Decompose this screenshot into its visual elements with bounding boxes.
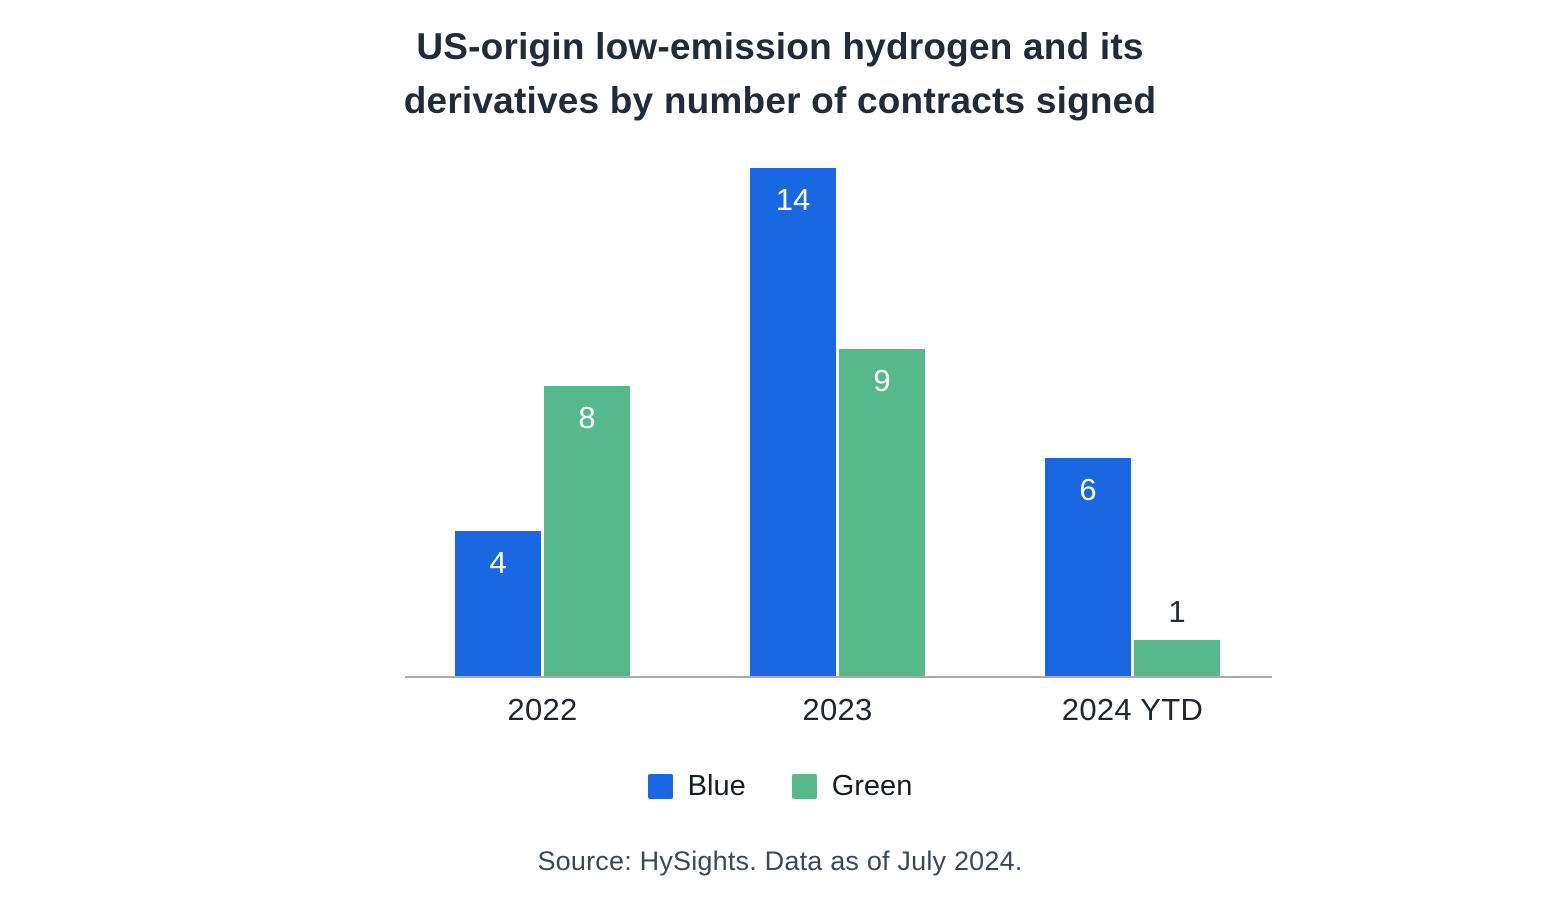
legend-item-blue: Blue — [647, 770, 746, 803]
x-axis-label-2023: 2023 — [802, 692, 873, 727]
x-axis-label-2024-ytd: 2024 YTD — [1061, 692, 1204, 727]
bar-green-2024-ytd: 1 — [1134, 594, 1220, 676]
chart-title: US-origin low-emission hydrogen and its … — [403, 26, 1157, 121]
legend-swatch-green — [791, 774, 817, 799]
bar-group-2023: 14 9 — [750, 168, 925, 676]
bar-value-label: 6 — [1079, 472, 1097, 507]
bar-green-2022: 8 — [544, 386, 630, 676]
legend-label: Blue — [687, 770, 746, 802]
bar-blue-2022: 4 — [455, 531, 541, 676]
plot-area: 4 8 14 9 6 1 — [405, 166, 1272, 678]
x-axis-labels: 2022 2023 2024 YTD — [405, 692, 1272, 728]
bar-value-label: 9 — [873, 363, 891, 398]
bar-green-2023: 9 — [839, 349, 925, 676]
bar-blue-2023: 14 — [750, 168, 836, 676]
bar-blue-2024-ytd: 6 — [1045, 458, 1131, 676]
x-axis-label-2022: 2022 — [507, 692, 578, 727]
bar-value-label: 4 — [489, 545, 507, 580]
bar-value-label: 8 — [578, 400, 596, 435]
legend-label: Green — [831, 770, 913, 802]
bar-value-label: 14 — [775, 182, 811, 217]
bar-value-label: 1 — [1168, 594, 1186, 629]
source-note: Source: HySights. Data as of July 2024. — [537, 846, 1023, 876]
legend-swatch-blue — [647, 774, 673, 799]
legend: Blue Green — [0, 770, 1560, 803]
legend-item-green: Green — [791, 770, 913, 803]
